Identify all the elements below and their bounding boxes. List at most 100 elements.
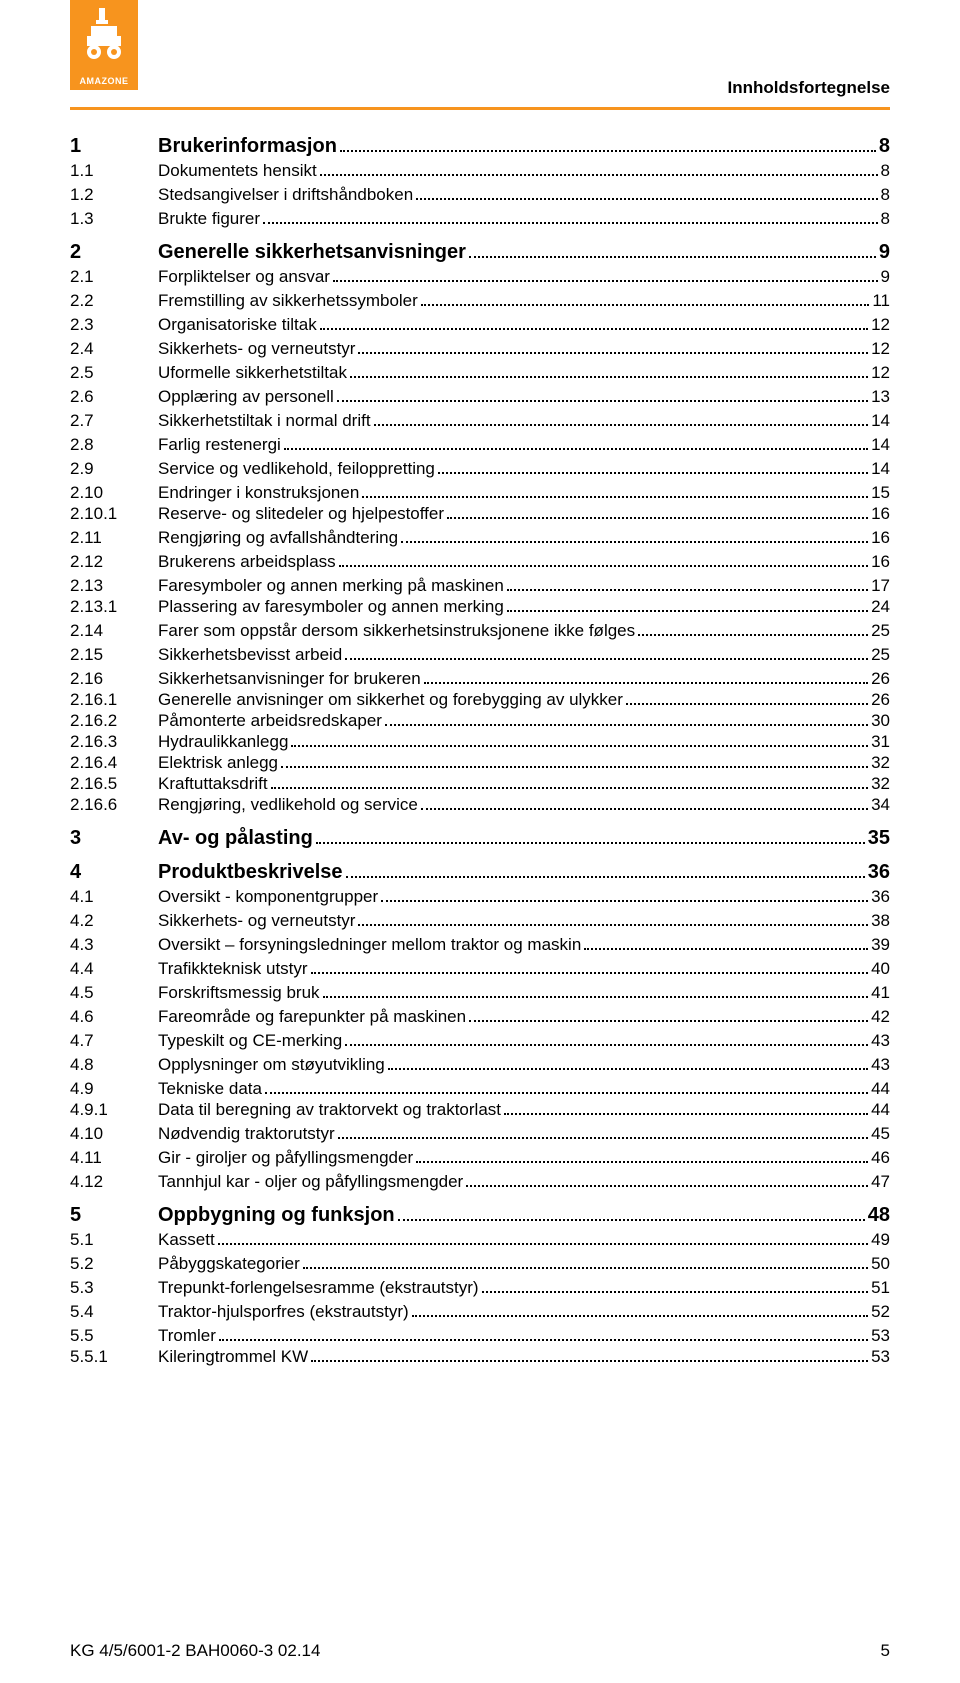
toc-title: Endringer i konstruksjonen	[158, 484, 359, 501]
toc-number: 2.10.1	[70, 505, 158, 522]
toc-number: 2.8	[70, 436, 158, 453]
toc-number: 2.13	[70, 577, 158, 594]
toc-page: 9	[879, 242, 890, 262]
toc-title: Tannhjul kar - oljer og påfyllingsmengde…	[158, 1173, 463, 1190]
dot-leader	[281, 758, 868, 768]
dot-leader	[638, 626, 868, 636]
toc-number: 2.16.4	[70, 754, 158, 771]
toc-title: Nødvendig traktorutstyr	[158, 1125, 335, 1142]
dot-leader	[346, 868, 865, 878]
toc-row: 2.6Opplæring av personell13	[70, 388, 890, 406]
toc-number: 3	[70, 828, 158, 848]
toc-number: 1.3	[70, 210, 158, 227]
toc-row: 5Oppbygning og funksjon48	[70, 1205, 890, 1225]
toc-number: 5.5	[70, 1327, 158, 1344]
dot-leader	[340, 142, 876, 152]
toc-row: 4.1Oversikt - komponentgrupper36	[70, 888, 890, 906]
toc-row: 4.3Oversikt – forsyningsledninger mellom…	[70, 936, 890, 954]
toc-number: 2.11	[70, 529, 158, 546]
toc-number: 2.5	[70, 364, 158, 381]
toc-row: 2.12Brukerens arbeidsplass16	[70, 553, 890, 571]
toc-row: 1Brukerinformasjon8	[70, 136, 890, 156]
toc-page: 30	[871, 712, 890, 729]
toc-page: 48	[868, 1205, 890, 1225]
toc-page: 13	[871, 388, 890, 405]
dot-leader	[504, 1105, 868, 1115]
toc-number: 2.2	[70, 292, 158, 309]
toc-title: Påbyggskategorier	[158, 1255, 300, 1272]
toc-number: 5.5.1	[70, 1348, 158, 1365]
page: AMAZONE Innholdsfortegnelse 1Brukerinfor…	[0, 0, 960, 1683]
toc-page: 8	[881, 162, 890, 179]
toc-row: 2.16Sikkerhetsanvisninger for brukeren26	[70, 670, 890, 688]
table-of-contents: 1Brukerinformasjon81.1Dokumentets hensik…	[70, 136, 890, 1366]
toc-number: 2.10	[70, 484, 158, 501]
dot-leader	[219, 1331, 868, 1341]
toc-page: 34	[871, 796, 890, 813]
toc-number: 2.16.3	[70, 733, 158, 750]
toc-title: Service og vedlikehold, feiloppretting	[158, 460, 435, 477]
toc-number: 4.1	[70, 888, 158, 905]
dot-leader	[263, 214, 877, 224]
toc-title: Uformelle sikkerhetstiltak	[158, 364, 347, 381]
toc-title: Brukte figurer	[158, 210, 260, 227]
toc-title: Rengjøring og avfallshåndtering	[158, 529, 398, 546]
toc-page: 24	[871, 598, 890, 615]
toc-title: Rengjøring, vedlikehold og service	[158, 796, 418, 813]
toc-row: 2.13.1Plassering av faresymboler og anne…	[70, 598, 890, 616]
toc-title: Fremstilling av sikkerhetssymboler	[158, 292, 418, 309]
toc-number: 4.6	[70, 1008, 158, 1025]
toc-row: 4.7Typeskilt og CE-merking43	[70, 1032, 890, 1050]
page-section-title: Innholdsfortegnelse	[728, 78, 890, 98]
toc-row: 5.1Kassett49	[70, 1231, 890, 1249]
toc-row: 3Av- og pålasting35	[70, 828, 890, 848]
toc-page: 25	[871, 622, 890, 639]
toc-number: 2.16.2	[70, 712, 158, 729]
toc-title: Tekniske data	[158, 1080, 262, 1097]
toc-page: 26	[871, 670, 890, 687]
dot-leader	[469, 248, 876, 258]
dot-leader	[320, 320, 868, 330]
dot-leader	[507, 602, 868, 612]
dot-leader	[388, 1060, 868, 1070]
toc-title: Stedsangivelser i driftshåndboken	[158, 186, 413, 203]
toc-page: 38	[871, 912, 890, 929]
toc-number: 2.1	[70, 268, 158, 285]
dot-leader	[284, 440, 868, 450]
toc-page: 17	[871, 577, 890, 594]
toc-row: 4.9Tekniske data44	[70, 1080, 890, 1098]
toc-number: 2.16.5	[70, 775, 158, 792]
toc-number: 4.4	[70, 960, 158, 977]
toc-number: 4.7	[70, 1032, 158, 1049]
dot-leader	[421, 296, 870, 306]
brand-name: AMAZONE	[80, 76, 129, 86]
toc-page: 12	[871, 340, 890, 357]
toc-title: Organisatoriske tiltak	[158, 316, 317, 333]
toc-number: 5.3	[70, 1279, 158, 1296]
toc-page: 43	[871, 1056, 890, 1073]
dot-leader	[584, 940, 868, 950]
toc-row: 2.16.4Elektrisk anlegg32	[70, 754, 890, 772]
toc-row: 5.2Påbyggskategorier50	[70, 1255, 890, 1273]
toc-page: 26	[871, 691, 890, 708]
dot-leader	[345, 650, 868, 660]
toc-title: Farer som oppstår dersom sikkerhetsinstr…	[158, 622, 635, 639]
toc-page: 47	[871, 1173, 890, 1190]
toc-title: Sikkerhets- og verneutstyr	[158, 340, 355, 357]
toc-title: Sikkerhets- og verneutstyr	[158, 912, 355, 929]
toc-number: 4.3	[70, 936, 158, 953]
toc-row: 4.8Opplysninger om støyutvikling43	[70, 1056, 890, 1074]
toc-page: 44	[871, 1101, 890, 1118]
toc-page: 16	[871, 529, 890, 546]
toc-row: 4Produktbeskrivelse36	[70, 862, 890, 882]
toc-number: 4.2	[70, 912, 158, 929]
toc-title: Av- og pålasting	[158, 828, 313, 848]
toc-row: 5.3Trepunkt-forlengelsesramme (ekstrauts…	[70, 1279, 890, 1297]
toc-page: 36	[871, 888, 890, 905]
toc-number: 2	[70, 242, 158, 262]
toc-number: 4.8	[70, 1056, 158, 1073]
toc-number: 1.1	[70, 162, 158, 179]
toc-page: 16	[871, 505, 890, 522]
toc-title: Tromler	[158, 1327, 216, 1344]
toc-row: 2Generelle sikkerhetsanvisninger9	[70, 242, 890, 262]
